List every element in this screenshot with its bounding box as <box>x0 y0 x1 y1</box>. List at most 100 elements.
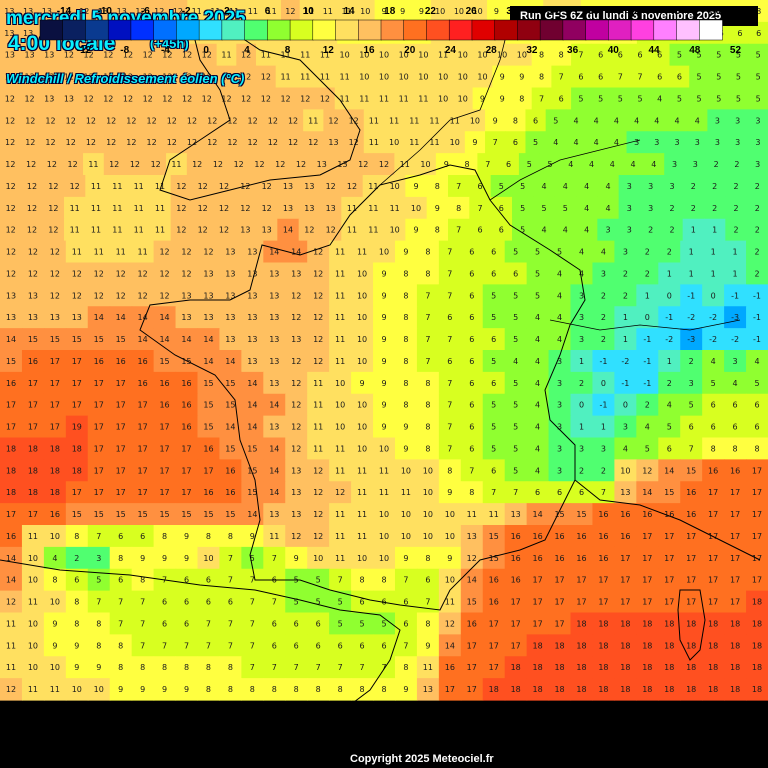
field-cell <box>702 306 725 329</box>
grid-value: 17 <box>467 685 477 694</box>
grid-value: 18 <box>752 641 762 650</box>
grid-value: 11 <box>335 313 345 322</box>
grid-value: 11 <box>340 73 350 82</box>
grid-value: 3 <box>648 204 653 213</box>
grid-value: 17 <box>489 641 499 650</box>
field-cell <box>374 0 394 23</box>
grid-value: 10 <box>399 73 409 82</box>
field-cell <box>0 525 23 548</box>
field-cell <box>565 109 587 132</box>
grid-value: 16 <box>730 466 740 475</box>
legend-swatch <box>585 19 610 41</box>
grid-value: 12 <box>28 269 38 278</box>
field-cell <box>131 284 155 307</box>
grid-value: 12 <box>291 532 301 541</box>
grid-value: 12 <box>64 51 74 60</box>
field-cell <box>373 306 396 329</box>
grid-value: 3 <box>672 160 677 169</box>
field-cell <box>724 350 747 373</box>
grid-value: 10 <box>411 204 421 213</box>
grid-value: 13 <box>269 269 279 278</box>
grid-value: 6 <box>559 94 564 103</box>
grid-value: 16 <box>6 379 16 388</box>
field-cell <box>363 109 385 132</box>
grid-value: 17 <box>708 576 718 585</box>
field-cell <box>373 393 396 417</box>
field-cell <box>87 240 111 264</box>
field-cell <box>175 525 199 548</box>
grid-value: 8 <box>539 73 544 82</box>
field-cell <box>153 350 177 373</box>
grid-value: 0 <box>667 291 672 300</box>
grid-value: 3 <box>579 335 584 344</box>
grid-value: 12 <box>106 138 116 147</box>
grid-value: 17 <box>94 488 104 497</box>
grid-value: 9 <box>381 291 386 300</box>
field-cell <box>512 87 533 110</box>
grid-value: 11 <box>429 116 439 125</box>
field-cell <box>62 153 84 176</box>
legend-label-top: 26 <box>466 6 478 17</box>
grid-value: 7 <box>618 73 623 82</box>
field-cell <box>43 678 67 701</box>
field-cell <box>175 371 199 395</box>
field-cell <box>109 634 133 657</box>
grid-value: 15 <box>247 466 257 475</box>
grid-value: 10 <box>357 269 367 278</box>
field-cell <box>724 371 747 395</box>
field-cell <box>636 459 659 482</box>
grid-value: 6 <box>228 598 233 607</box>
grid-value: 12 <box>24 94 34 103</box>
grid-value: 11 <box>6 641 16 650</box>
field-cell <box>241 634 264 657</box>
field-cell <box>351 415 374 439</box>
field-cell <box>241 590 264 614</box>
grid-value: 10 <box>359 73 369 82</box>
field-cell <box>153 525 177 548</box>
grid-value: 10 <box>357 554 367 563</box>
field-cell <box>482 240 506 264</box>
grid-value: 2 <box>754 269 759 278</box>
field-cell <box>329 240 352 264</box>
field-cell <box>512 65 533 89</box>
grid-value: 2 <box>623 269 628 278</box>
grid-value: 11 <box>280 51 290 60</box>
grid-value: 7 <box>228 641 233 650</box>
grid-value: 12 <box>248 116 258 125</box>
field-cell <box>658 459 681 482</box>
field-cell <box>592 656 615 679</box>
grid-value: 14 <box>181 335 191 344</box>
field-cell <box>525 131 547 154</box>
field-cell <box>373 437 396 460</box>
field-cell <box>332 153 354 176</box>
grid-value: 12 <box>261 94 271 103</box>
grid-value: 8 <box>425 619 430 628</box>
field-cell <box>65 328 89 351</box>
grid-value: 13 <box>44 94 54 103</box>
grid-value: 12 <box>181 269 191 278</box>
grid-value: 12 <box>241 94 251 103</box>
grid-value: 5 <box>316 598 321 607</box>
field-cell <box>669 65 690 89</box>
grid-value: 9 <box>381 335 386 344</box>
field-cell <box>39 43 60 67</box>
field-cell <box>548 546 572 570</box>
field-cell <box>109 503 133 526</box>
field-cell <box>576 196 598 220</box>
grid-value: -2 <box>709 335 717 344</box>
grid-value: 12 <box>94 291 104 300</box>
field-cell <box>658 634 681 657</box>
grid-value: 6 <box>140 532 145 541</box>
grid-value: 12 <box>182 73 192 82</box>
field-cell <box>175 393 199 417</box>
field-cell <box>592 568 615 592</box>
grid-value: 12 <box>280 94 290 103</box>
field-cell <box>570 459 594 482</box>
grid-value: 1 <box>711 248 716 257</box>
grid-value: 11 <box>357 510 367 519</box>
grid-value: 14 <box>138 313 148 322</box>
grid-value: 16 <box>159 401 169 410</box>
grid-value: 10 <box>379 510 389 519</box>
grid-value: 12 <box>313 357 323 366</box>
field-cell <box>505 109 527 132</box>
